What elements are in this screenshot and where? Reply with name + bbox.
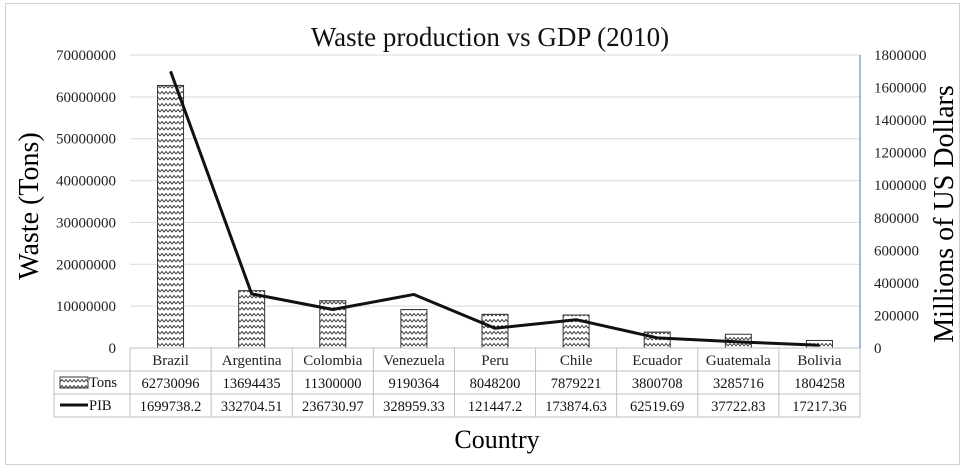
data-label: 11300000 [304,376,361,392]
axes [130,55,861,349]
gridlines [130,54,860,307]
data-label: 3800708 [632,376,683,392]
y2-tick-label: 200000 [874,308,919,324]
left-axis-ticks: 0 10000000 20000000 30000000 40000000 5000000… [56,48,116,357]
legend-label-tons: Tons [89,375,117,391]
category-label: Venezuela [383,353,445,369]
data-label: 328959.33 [383,399,445,415]
data-label: 1699738.2 [140,399,202,415]
bar [400,309,428,349]
category-label: Peru [481,353,509,369]
data-label: 9190364 [389,376,441,392]
data-label: 13694435 [223,376,281,392]
y-tick-label: 60000000 [56,90,116,106]
data-label: 236730.97 [302,399,364,415]
data-label: 332704.51 [221,399,283,415]
y-tick-label: 0 [109,341,117,357]
data-label: 121447.2 [468,399,522,415]
data-table: Brazil Argentina Colombia Venezuela Peru Chil… [53,348,861,418]
y2-tick-label: 800000 [874,211,919,227]
y-axis-label: Waste (Tons) [14,132,45,279]
y-tick-label: 10000000 [56,299,116,315]
y2-tick-label: 0 [874,341,882,357]
y-tick-label: 30000000 [56,215,116,231]
data-label: 1804258 [794,376,845,392]
data-label: 62730096 [142,376,200,392]
x-axis-label: Country [454,425,539,454]
category-label: Guatemala [706,353,771,369]
bar-series [157,84,833,349]
chart-frame [5,3,960,465]
data-label: 173874.63 [545,399,607,415]
category-label: Colombia [303,353,363,369]
line-series [169,70,820,347]
legend-swatch-tons [59,376,89,389]
legend-label-pib: PIB [89,398,112,414]
data-label: 17217.36 [792,399,846,415]
data-label: 8048200 [470,376,521,392]
data-label: 7879221 [551,376,602,392]
chart-title: Waste production vs GDP (2010) [311,22,669,52]
right-axis-ticks: 0 200000 400000 600000 800000 1000000 1200000 1… [874,48,927,357]
y2-tick-label: 1600000 [874,81,927,97]
data-label: 62519.69 [630,399,684,415]
y2-tick-label: 1400000 [874,113,927,129]
category-label: Bolivia [797,353,842,369]
category-label: Argentina [222,353,282,369]
data-label: 3285716 [713,376,764,392]
y-tick-label: 50000000 [56,132,116,148]
bar [157,84,185,349]
bar [238,290,266,349]
y2-axis-label: Millions of US Dollars [929,85,960,342]
y2-tick-label: 400000 [874,276,919,292]
y2-tick-label: 1200000 [874,146,927,162]
category-label: Chile [560,353,593,369]
category-label: Ecuador [632,353,682,369]
pib-line [169,70,820,347]
y-tick-label: 20000000 [56,257,116,273]
y-tick-label: 40000000 [56,174,116,190]
y2-tick-label: 1800000 [874,48,927,64]
y-tick-label: 70000000 [56,48,116,64]
y2-tick-label: 1000000 [874,178,927,194]
data-label: 37722.83 [711,399,765,415]
category-label: Brazil [152,353,189,369]
y2-tick-label: 600000 [874,243,919,259]
bar [481,313,509,349]
